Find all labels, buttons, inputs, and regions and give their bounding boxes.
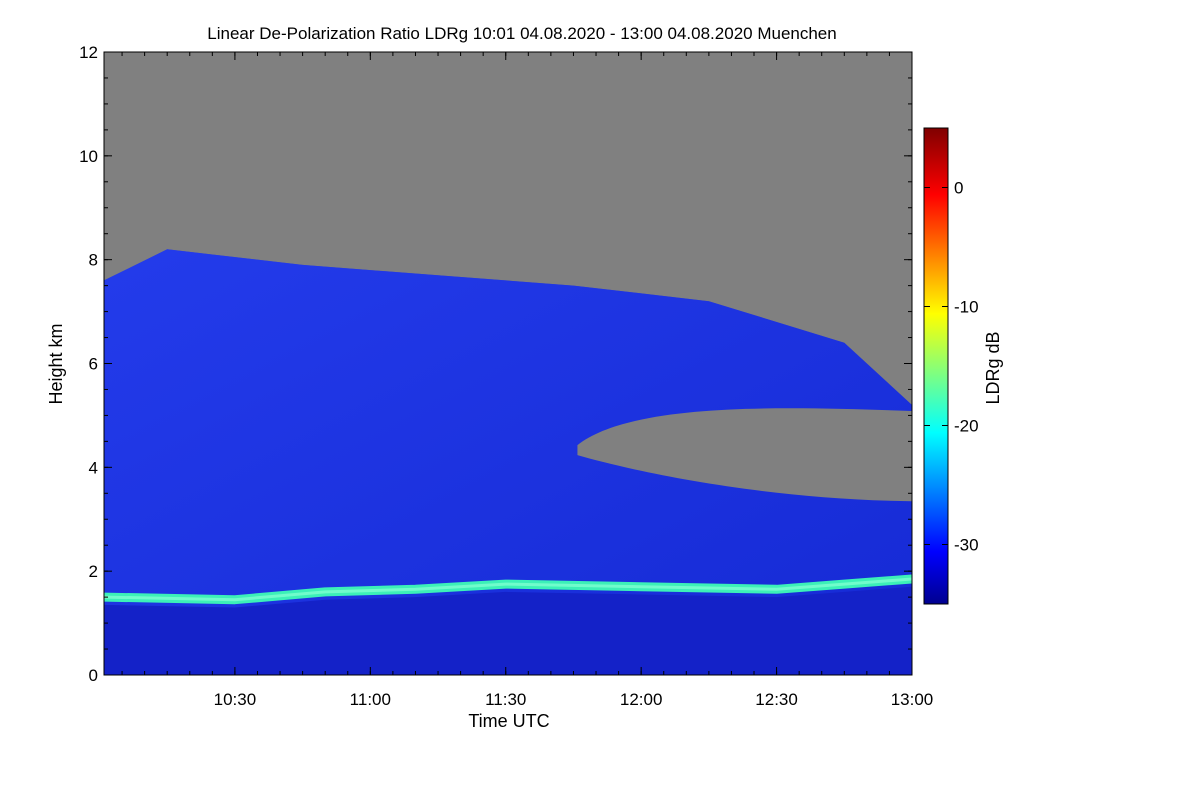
y-tick-label: 0 — [89, 666, 98, 685]
y-tick-label: 12 — [79, 43, 98, 62]
heatmap-area — [104, 52, 912, 675]
colorbar-tick-label: -20 — [954, 417, 979, 436]
chart-title: Linear De-Polarization Ratio LDRg 10:01 … — [207, 24, 836, 43]
colorbar-tick-label: 0 — [954, 179, 963, 198]
x-tick-label: 10:30 — [214, 690, 257, 709]
colorbar-tick-label: -30 — [954, 536, 979, 555]
y-tick-label: 2 — [89, 562, 98, 581]
colorbar-tick-label: -10 — [954, 298, 979, 317]
colorbar-label: LDRg dB — [983, 331, 1003, 404]
y-tick-label: 8 — [89, 251, 98, 270]
x-tick-label: 11:00 — [350, 690, 391, 709]
x-tick-label: 11:30 — [485, 690, 526, 709]
x-axis-label: Time UTC — [468, 711, 549, 731]
y-tick-label: 6 — [89, 355, 98, 374]
axes: 10:30 11:00 11:30 12:00 12:30 13:00 0 2 4 6 8 10 12 — [79, 43, 933, 709]
lower-layer — [104, 586, 912, 675]
x-tick-label: 13:00 — [891, 690, 934, 709]
colorbar — [923, 127, 949, 605]
cirrus-shading — [104, 249, 912, 675]
boundary-layer-core — [104, 577, 912, 602]
x-tick-label: 12:00 — [620, 690, 663, 709]
cloud-free-gap — [577, 408, 912, 502]
y-tick-label: 4 — [89, 458, 98, 477]
y-tick-label: 10 — [79, 147, 98, 166]
x-tick-label: 12:30 — [755, 690, 798, 709]
y-axis-label: Height km — [46, 323, 66, 404]
colorbar-ticks: 0 -10 -20 -30 — [924, 179, 979, 555]
